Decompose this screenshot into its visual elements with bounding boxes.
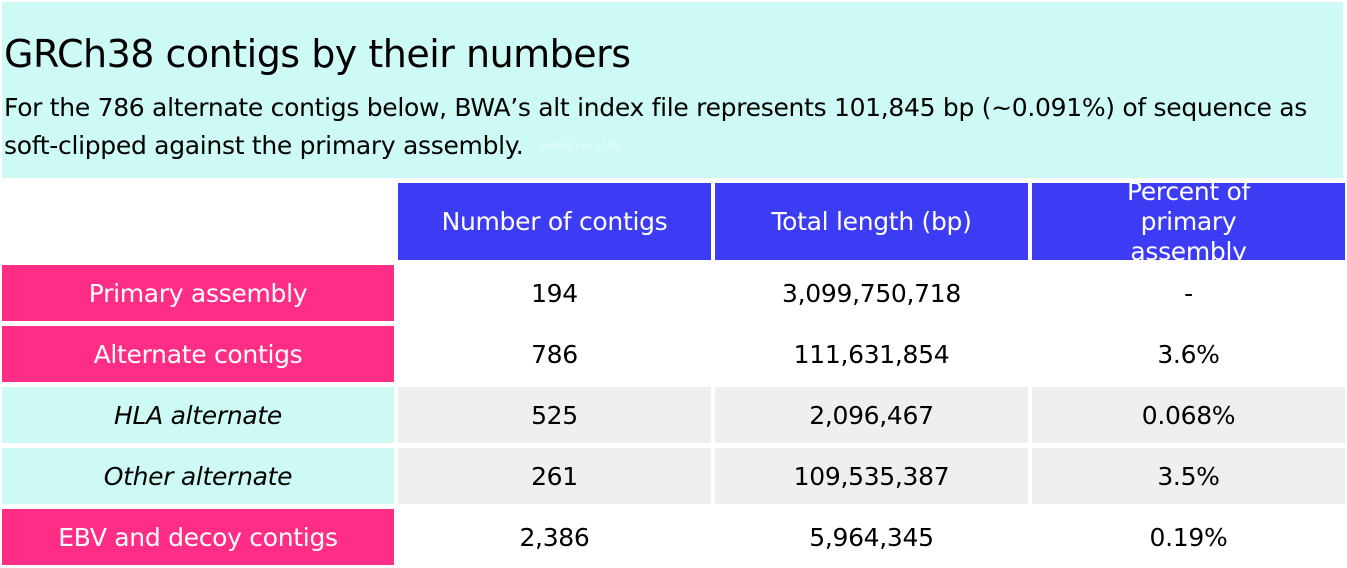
table-cell-count: 2,386 xyxy=(519,522,590,552)
row-header-primary-assembly: Primary assembly xyxy=(2,265,394,321)
subtitle-text: For the 786 alternate contigs below, BWA… xyxy=(4,93,1308,160)
table-cell-count: 261 xyxy=(398,448,711,504)
table-cell-length: 2,096,467 xyxy=(715,387,1028,443)
column-header-length: Total length (bp) xyxy=(715,183,1028,260)
column-header-count: Number of contigs xyxy=(398,183,711,260)
table-cell-count: 786 xyxy=(531,339,578,369)
row-header-hla-alternate: HLA alternate xyxy=(2,387,394,443)
table-cell-percent: 0.19% xyxy=(1149,522,1228,552)
credit-watermark: @shlee July 2016 xyxy=(537,141,620,152)
page-subtitle: For the 786 alternate contigs below, BWA… xyxy=(4,89,1334,166)
row-header-ebv-decoy: EBV and decoy contigs xyxy=(2,509,394,565)
table-cell-percent: 3.6% xyxy=(1157,339,1220,369)
table-cell-length: 109,535,387 xyxy=(715,448,1028,504)
table-cell-percent: 3.5% xyxy=(1032,448,1345,504)
row-header-alternate-contigs: Alternate contigs xyxy=(2,326,394,382)
table-cell-percent: 0.068% xyxy=(1032,387,1345,443)
column-header-percent: Percent of primary assembly xyxy=(1032,177,1345,266)
table-cell-length: 111,631,854 xyxy=(793,339,950,369)
row-header-other-alternate: Other alternate xyxy=(2,448,394,504)
header-banner: GRCh38 contigs by their numbers For the … xyxy=(2,2,1343,178)
table-cell-length: 3,099,750,718 xyxy=(782,278,961,308)
table-cell-count: 525 xyxy=(398,387,711,443)
table-cell-length: 5,964,345 xyxy=(809,522,934,552)
table-cell-count: 194 xyxy=(531,278,578,308)
table-cell-percent: - xyxy=(1184,278,1193,308)
page-title: GRCh38 contigs by their numbers xyxy=(4,32,631,76)
